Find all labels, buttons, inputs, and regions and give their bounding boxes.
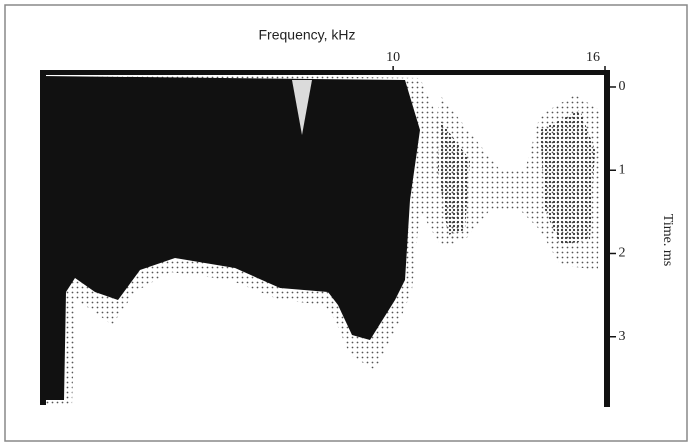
- y-tick-label: 1: [619, 162, 626, 177]
- y-tick-label: 3: [619, 329, 626, 344]
- x-tick-label: 16: [586, 50, 600, 65]
- y-tick-label: 2: [619, 246, 626, 261]
- spectrogram-image: [40, 70, 610, 407]
- y-axis-label: Time. ms: [660, 214, 675, 266]
- y-tick-label: 0: [619, 79, 626, 94]
- x-axis-label: Frequency, kHz: [259, 27, 356, 43]
- x-tick-label: 10: [386, 50, 400, 65]
